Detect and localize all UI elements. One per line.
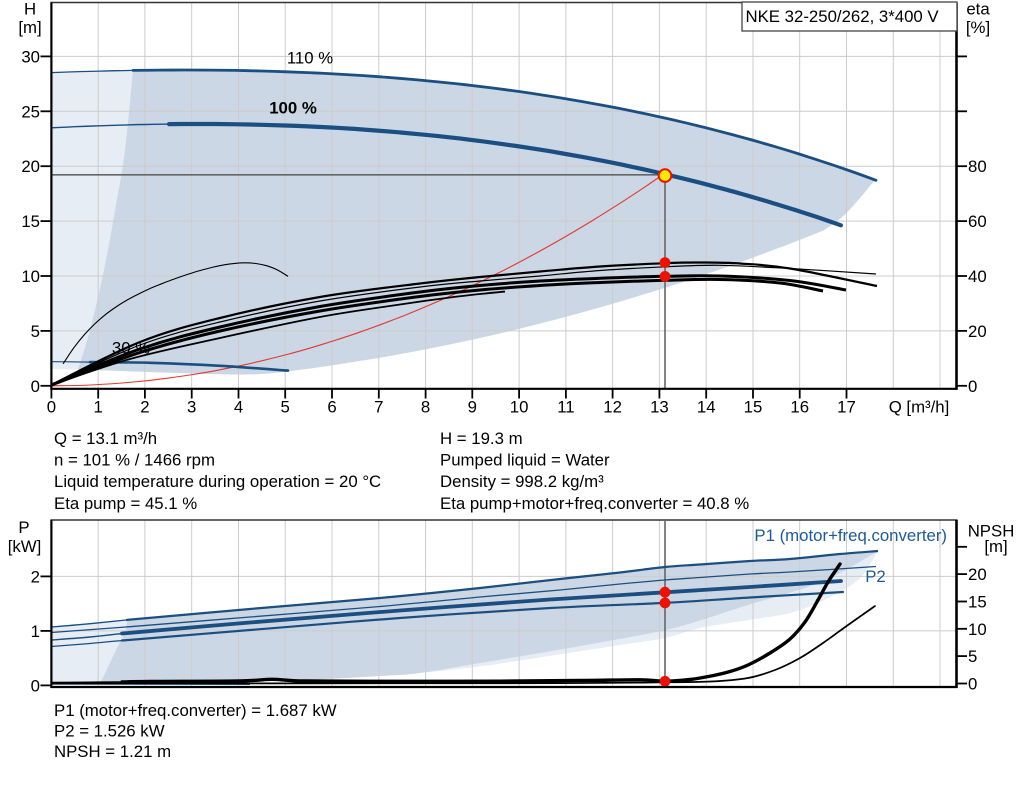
svg-text:1: 1 [31,622,40,641]
svg-text:9: 9 [468,398,477,417]
svg-text:[kW]: [kW] [8,537,42,556]
svg-text:2: 2 [140,398,149,417]
svg-text:Eta pump+motor+freq.converter: Eta pump+motor+freq.converter = 40.8 % [440,494,749,513]
svg-text:5: 5 [968,647,977,666]
svg-text:P1 (motor+freq.converter) = 1.: P1 (motor+freq.converter) = 1.687 kW [54,701,337,720]
svg-text:Density = 998.2 kg/m³: Density = 998.2 kg/m³ [440,472,604,491]
svg-text:0: 0 [968,377,977,396]
svg-text:40: 40 [968,267,987,286]
svg-text:P1 (motor+freq.converter): P1 (motor+freq.converter) [754,526,947,545]
svg-text:6: 6 [327,398,336,417]
svg-text:NPSH: NPSH [968,522,1015,541]
svg-text:0: 0 [968,675,977,694]
svg-text:[%]: [%] [966,18,990,37]
svg-text:15: 15 [968,593,987,612]
svg-text:15: 15 [21,212,40,231]
svg-text:3: 3 [187,398,196,417]
svg-text:8: 8 [421,398,430,417]
svg-text:30 %: 30 % [112,339,150,358]
svg-text:n = 101 % / 1466 rpm: n = 101 % / 1466 rpm [54,451,215,470]
svg-text:eta: eta [966,0,990,19]
svg-text:10: 10 [510,398,529,417]
svg-text:80: 80 [968,157,987,176]
svg-text:NPSH = 1.21 m: NPSH = 1.21 m [54,742,171,761]
svg-text:16: 16 [790,398,809,417]
svg-text:0: 0 [31,676,40,695]
svg-text:0: 0 [31,377,40,396]
svg-text:2: 2 [31,567,40,586]
svg-text:[m]: [m] [18,18,41,37]
svg-text:H: H [24,0,36,19]
svg-text:17: 17 [837,398,856,417]
svg-text:Q = 13.1 m³/h: Q = 13.1 m³/h [54,429,157,448]
svg-text:P2 = 1.526 kW: P2 = 1.526 kW [54,722,165,741]
svg-text:4: 4 [234,398,243,417]
svg-text:Liquid temperature during oper: Liquid temperature during operation = 20… [54,472,381,491]
svg-text:10: 10 [968,620,987,639]
svg-text:[m]: [m] [984,537,1007,556]
svg-text:30: 30 [21,47,40,66]
svg-text:60: 60 [968,212,987,231]
svg-text:15: 15 [744,398,763,417]
svg-text:5: 5 [281,398,290,417]
svg-text:11: 11 [557,398,574,417]
svg-text:100 %: 100 % [269,99,317,118]
svg-text:H = 19.3 m: H = 19.3 m [440,429,523,448]
svg-text:14: 14 [697,398,716,417]
svg-text:10: 10 [21,267,40,286]
svg-text:20: 20 [21,157,40,176]
svg-text:Pumped liquid = Water: Pumped liquid = Water [440,451,610,470]
svg-text:0: 0 [47,398,56,417]
svg-text:Q [m³/h]: Q [m³/h] [889,398,950,417]
svg-text:110 %: 110 % [287,49,333,68]
svg-text:P: P [18,518,29,537]
svg-text:Eta pump = 45.1 %: Eta pump = 45.1 % [54,494,197,513]
svg-text:20: 20 [968,565,987,584]
svg-text:13: 13 [650,398,669,417]
svg-text:1: 1 [94,398,103,417]
svg-text:P2: P2 [865,567,886,586]
svg-text:25: 25 [21,102,40,121]
svg-text:7: 7 [374,398,383,417]
svg-text:20: 20 [968,322,987,341]
svg-text:5: 5 [31,322,40,341]
svg-text:NKE 32-250/262, 3*400 V: NKE 32-250/262, 3*400 V [746,7,940,26]
svg-text:12: 12 [603,398,622,417]
